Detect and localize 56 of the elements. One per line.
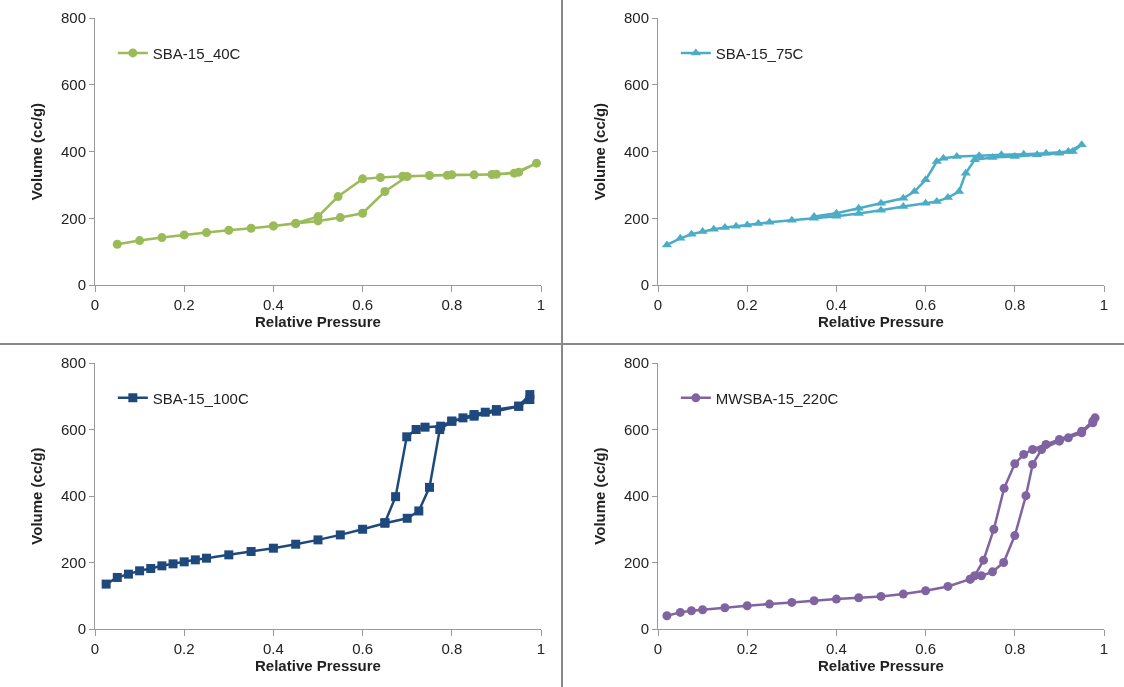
x-tick-label: 0 [653,296,663,313]
x-tick-label: 1 [536,640,546,657]
y-tick-label: 800 [623,9,649,27]
y-tick-label: 0 [77,276,86,294]
x-tick-label: 1 [1099,640,1109,657]
x-tick-label: 0.6 [352,640,374,657]
x-tick-label: 0.4 [825,296,847,313]
x-axis-title: Relative Pressure [818,313,944,330]
x-axis-title: Relative Pressure [255,657,381,674]
x-tick-label: 0.2 [173,640,195,657]
y-tick-label: 600 [60,420,86,438]
y-tick-label: 200 [623,209,649,227]
y-axis-title: Volume (cc/g) [28,102,46,201]
legend-label: MWSBA-15_220C [715,389,839,407]
x-axis-title: Relative Pressure [818,657,944,674]
x-tick-label: 0.2 [173,296,195,313]
y-tick-label: 0 [77,620,86,638]
x-tick-label: 0.4 [825,640,847,657]
x-tick-label: 1 [1099,296,1109,313]
x-tick-label: 0.4 [262,640,284,657]
x-tick-label: 0.8 [441,640,463,657]
x-tick-label: 0.6 [915,640,937,657]
x-tick-label: 0 [90,640,100,657]
y-tick-label: 200 [60,553,86,571]
x-tick-label: 0.2 [736,296,758,313]
y-tick-label: 800 [60,354,86,372]
x-tick-label: 0.8 [1004,640,1026,657]
y-axis-title: Volume (cc/g) [591,102,609,201]
x-tick-label: 0.6 [915,296,937,313]
y-tick-label: 0 [640,620,649,638]
legend-label: SBA-15_75C [715,44,804,62]
y-tick-label: 600 [623,420,649,438]
y-tick-label: 200 [623,553,649,571]
y-tick-label: 600 [60,76,86,93]
x-tick-label: 1 [536,296,546,313]
x-tick-label: 0.8 [1004,296,1026,313]
legend-label: SBA-15_40C [152,44,241,62]
x-tick-label: 0.4 [262,296,284,313]
y-tick-label: 600 [623,76,649,93]
y-axis-title: Volume (cc/g) [28,447,46,545]
legend-label: SBA-15_100C [152,389,249,407]
y-tick-label: 800 [623,354,649,372]
y-tick-label: 200 [60,209,86,227]
x-tick-label: 0.2 [736,640,758,657]
y-tick-label: 400 [60,142,86,160]
x-tick-label: 0 [653,640,663,657]
x-tick-label: 0.8 [441,296,463,313]
y-tick-label: 400 [623,142,649,160]
y-axis-title: Volume (cc/g) [591,447,609,545]
y-tick-label: 0 [640,276,649,294]
y-tick-label: 400 [60,487,86,505]
x-axis-title: Relative Pressure [255,313,381,330]
x-tick-label: 0.6 [352,296,374,313]
y-tick-label: 400 [623,487,649,505]
y-tick-label: 800 [60,9,86,27]
x-tick-label: 0 [90,296,100,313]
